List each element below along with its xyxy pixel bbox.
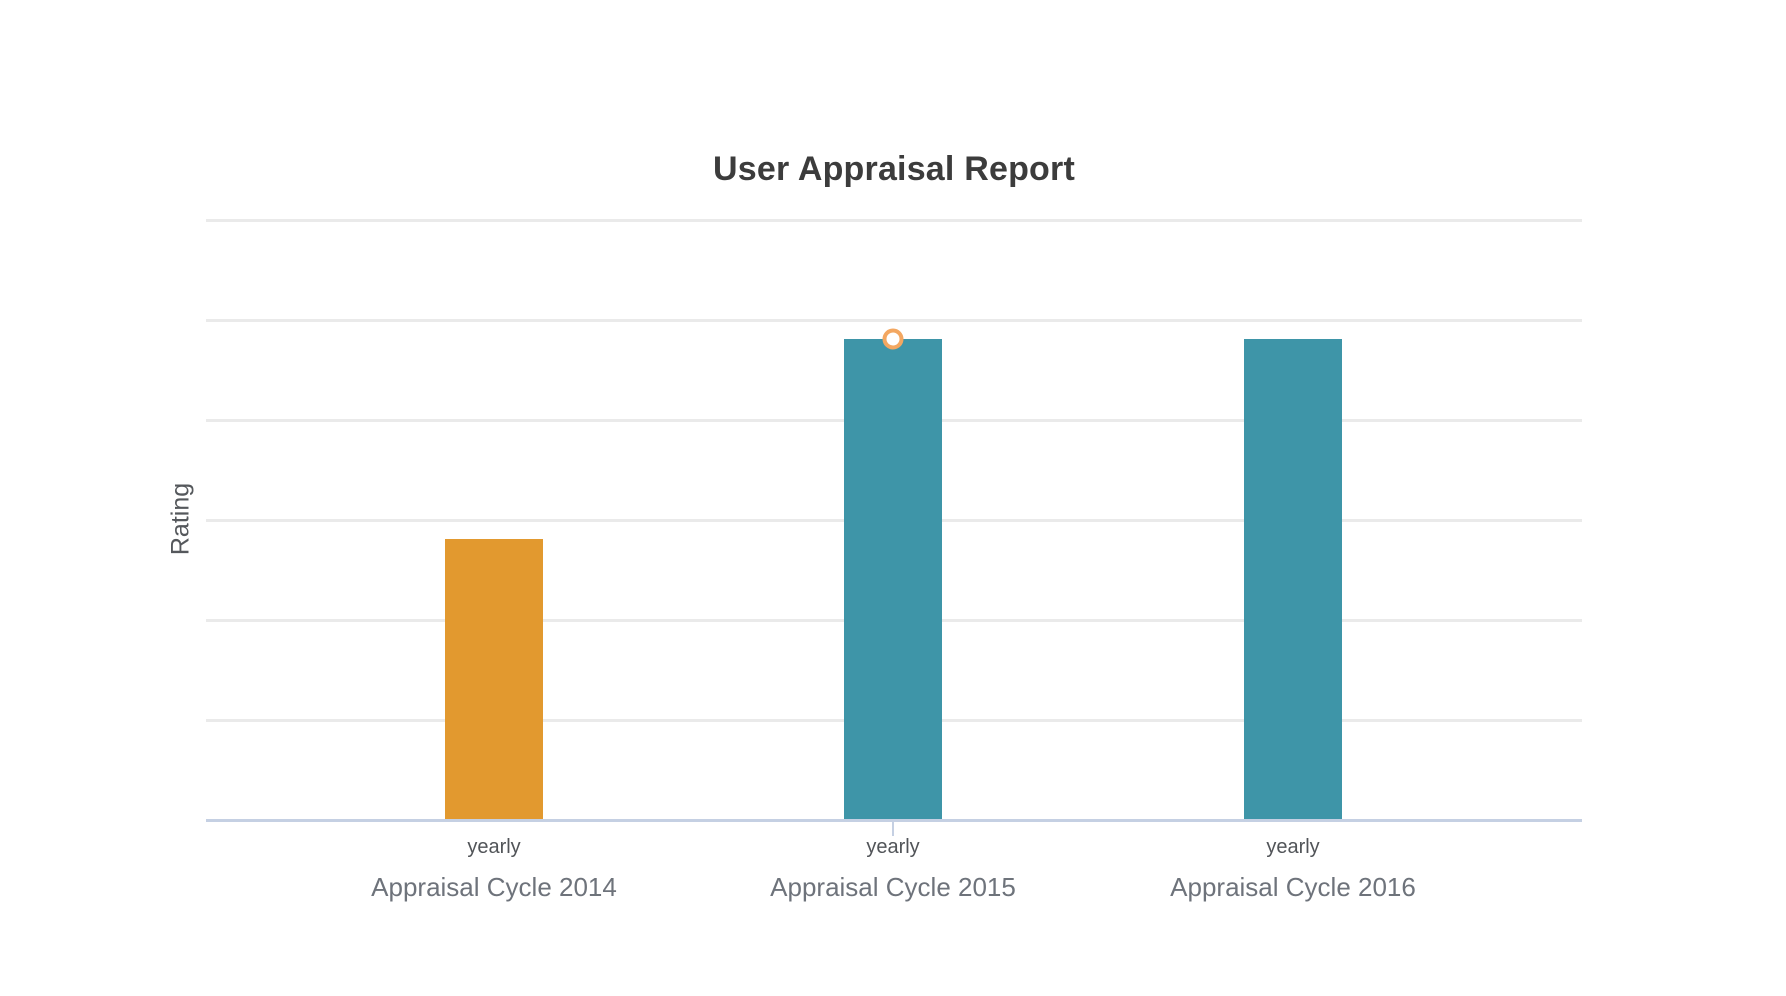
bar-appraisal-cycle-2014[interactable] [445, 539, 543, 819]
gridline [206, 319, 1582, 322]
gridline [206, 219, 1582, 222]
bar-sublabel: yearly [1266, 836, 1320, 858]
axis-tick [892, 820, 894, 836]
bar-sublabel: yearly [866, 836, 920, 858]
plot-area [206, 219, 1582, 822]
category-label: Appraisal Cycle 2016 [1170, 872, 1416, 902]
bar-appraisal-cycle-2015[interactable] [844, 339, 942, 819]
hover-point-marker[interactable] [882, 328, 904, 350]
category-label: Appraisal Cycle 2015 [770, 872, 1016, 902]
bar-sublabel: yearly [467, 836, 521, 858]
y-axis-title: Rating [166, 482, 195, 556]
chart-title: User Appraisal Report [713, 150, 1075, 188]
category-label: Appraisal Cycle 2014 [371, 872, 617, 902]
bar-appraisal-cycle-2016[interactable] [1244, 339, 1342, 819]
